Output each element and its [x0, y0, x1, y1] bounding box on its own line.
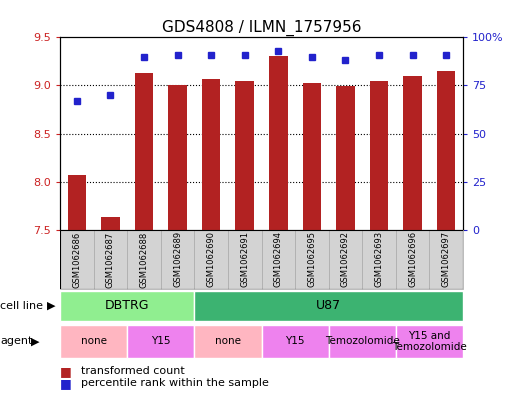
- Text: ■: ■: [60, 365, 76, 378]
- Bar: [396, 230, 429, 289]
- Text: GSM1062693: GSM1062693: [374, 231, 383, 287]
- Text: GSM1062694: GSM1062694: [274, 231, 283, 287]
- Text: transformed count: transformed count: [81, 366, 185, 376]
- Text: cell line: cell line: [0, 301, 43, 311]
- Text: GSM1062697: GSM1062697: [441, 231, 451, 287]
- Bar: [60, 230, 94, 289]
- Bar: [127, 325, 195, 358]
- Text: ▶: ▶: [31, 336, 40, 346]
- Bar: [101, 217, 120, 230]
- Bar: [295, 230, 328, 289]
- Text: agent: agent: [0, 336, 32, 346]
- Text: Temozolomide: Temozolomide: [325, 336, 400, 346]
- Text: Y15 and
Temozolomide: Y15 and Temozolomide: [392, 331, 467, 352]
- Bar: [60, 290, 195, 321]
- Text: GSM1062695: GSM1062695: [308, 231, 316, 287]
- Text: GSM1062691: GSM1062691: [240, 231, 249, 287]
- Text: GSM1062696: GSM1062696: [408, 231, 417, 287]
- Bar: [429, 230, 463, 289]
- Text: none: none: [81, 336, 107, 346]
- Bar: [168, 84, 187, 230]
- Bar: [362, 230, 396, 289]
- Text: GSM1062689: GSM1062689: [173, 231, 182, 287]
- Bar: [195, 325, 262, 358]
- Text: ■: ■: [60, 376, 76, 390]
- Bar: [396, 325, 463, 358]
- Bar: [336, 86, 355, 230]
- Text: GSM1062686: GSM1062686: [72, 231, 82, 288]
- Text: GSM1062692: GSM1062692: [341, 231, 350, 287]
- Text: Y15: Y15: [151, 336, 170, 346]
- Bar: [328, 325, 396, 358]
- Bar: [403, 76, 422, 230]
- Bar: [202, 79, 220, 230]
- Text: percentile rank within the sample: percentile rank within the sample: [81, 378, 269, 388]
- Text: GSM1062687: GSM1062687: [106, 231, 115, 288]
- Bar: [161, 230, 195, 289]
- Bar: [328, 230, 362, 289]
- Text: Y15: Y15: [286, 336, 305, 346]
- Bar: [127, 230, 161, 289]
- Title: GDS4808 / ILMN_1757956: GDS4808 / ILMN_1757956: [162, 20, 361, 36]
- Bar: [195, 290, 463, 321]
- Bar: [135, 73, 153, 230]
- Text: none: none: [215, 336, 241, 346]
- Bar: [262, 325, 328, 358]
- Text: U87: U87: [316, 299, 341, 312]
- Text: ▶: ▶: [47, 301, 55, 311]
- Bar: [370, 81, 388, 230]
- Bar: [94, 230, 127, 289]
- Bar: [269, 56, 288, 230]
- Text: DBTRG: DBTRG: [105, 299, 150, 312]
- Bar: [67, 175, 86, 230]
- Text: GSM1062690: GSM1062690: [207, 231, 215, 287]
- Bar: [437, 71, 456, 230]
- Text: GSM1062688: GSM1062688: [140, 231, 149, 288]
- Bar: [195, 230, 228, 289]
- Bar: [235, 81, 254, 230]
- Bar: [60, 325, 127, 358]
- Bar: [228, 230, 262, 289]
- Bar: [303, 83, 321, 230]
- Bar: [262, 230, 295, 289]
